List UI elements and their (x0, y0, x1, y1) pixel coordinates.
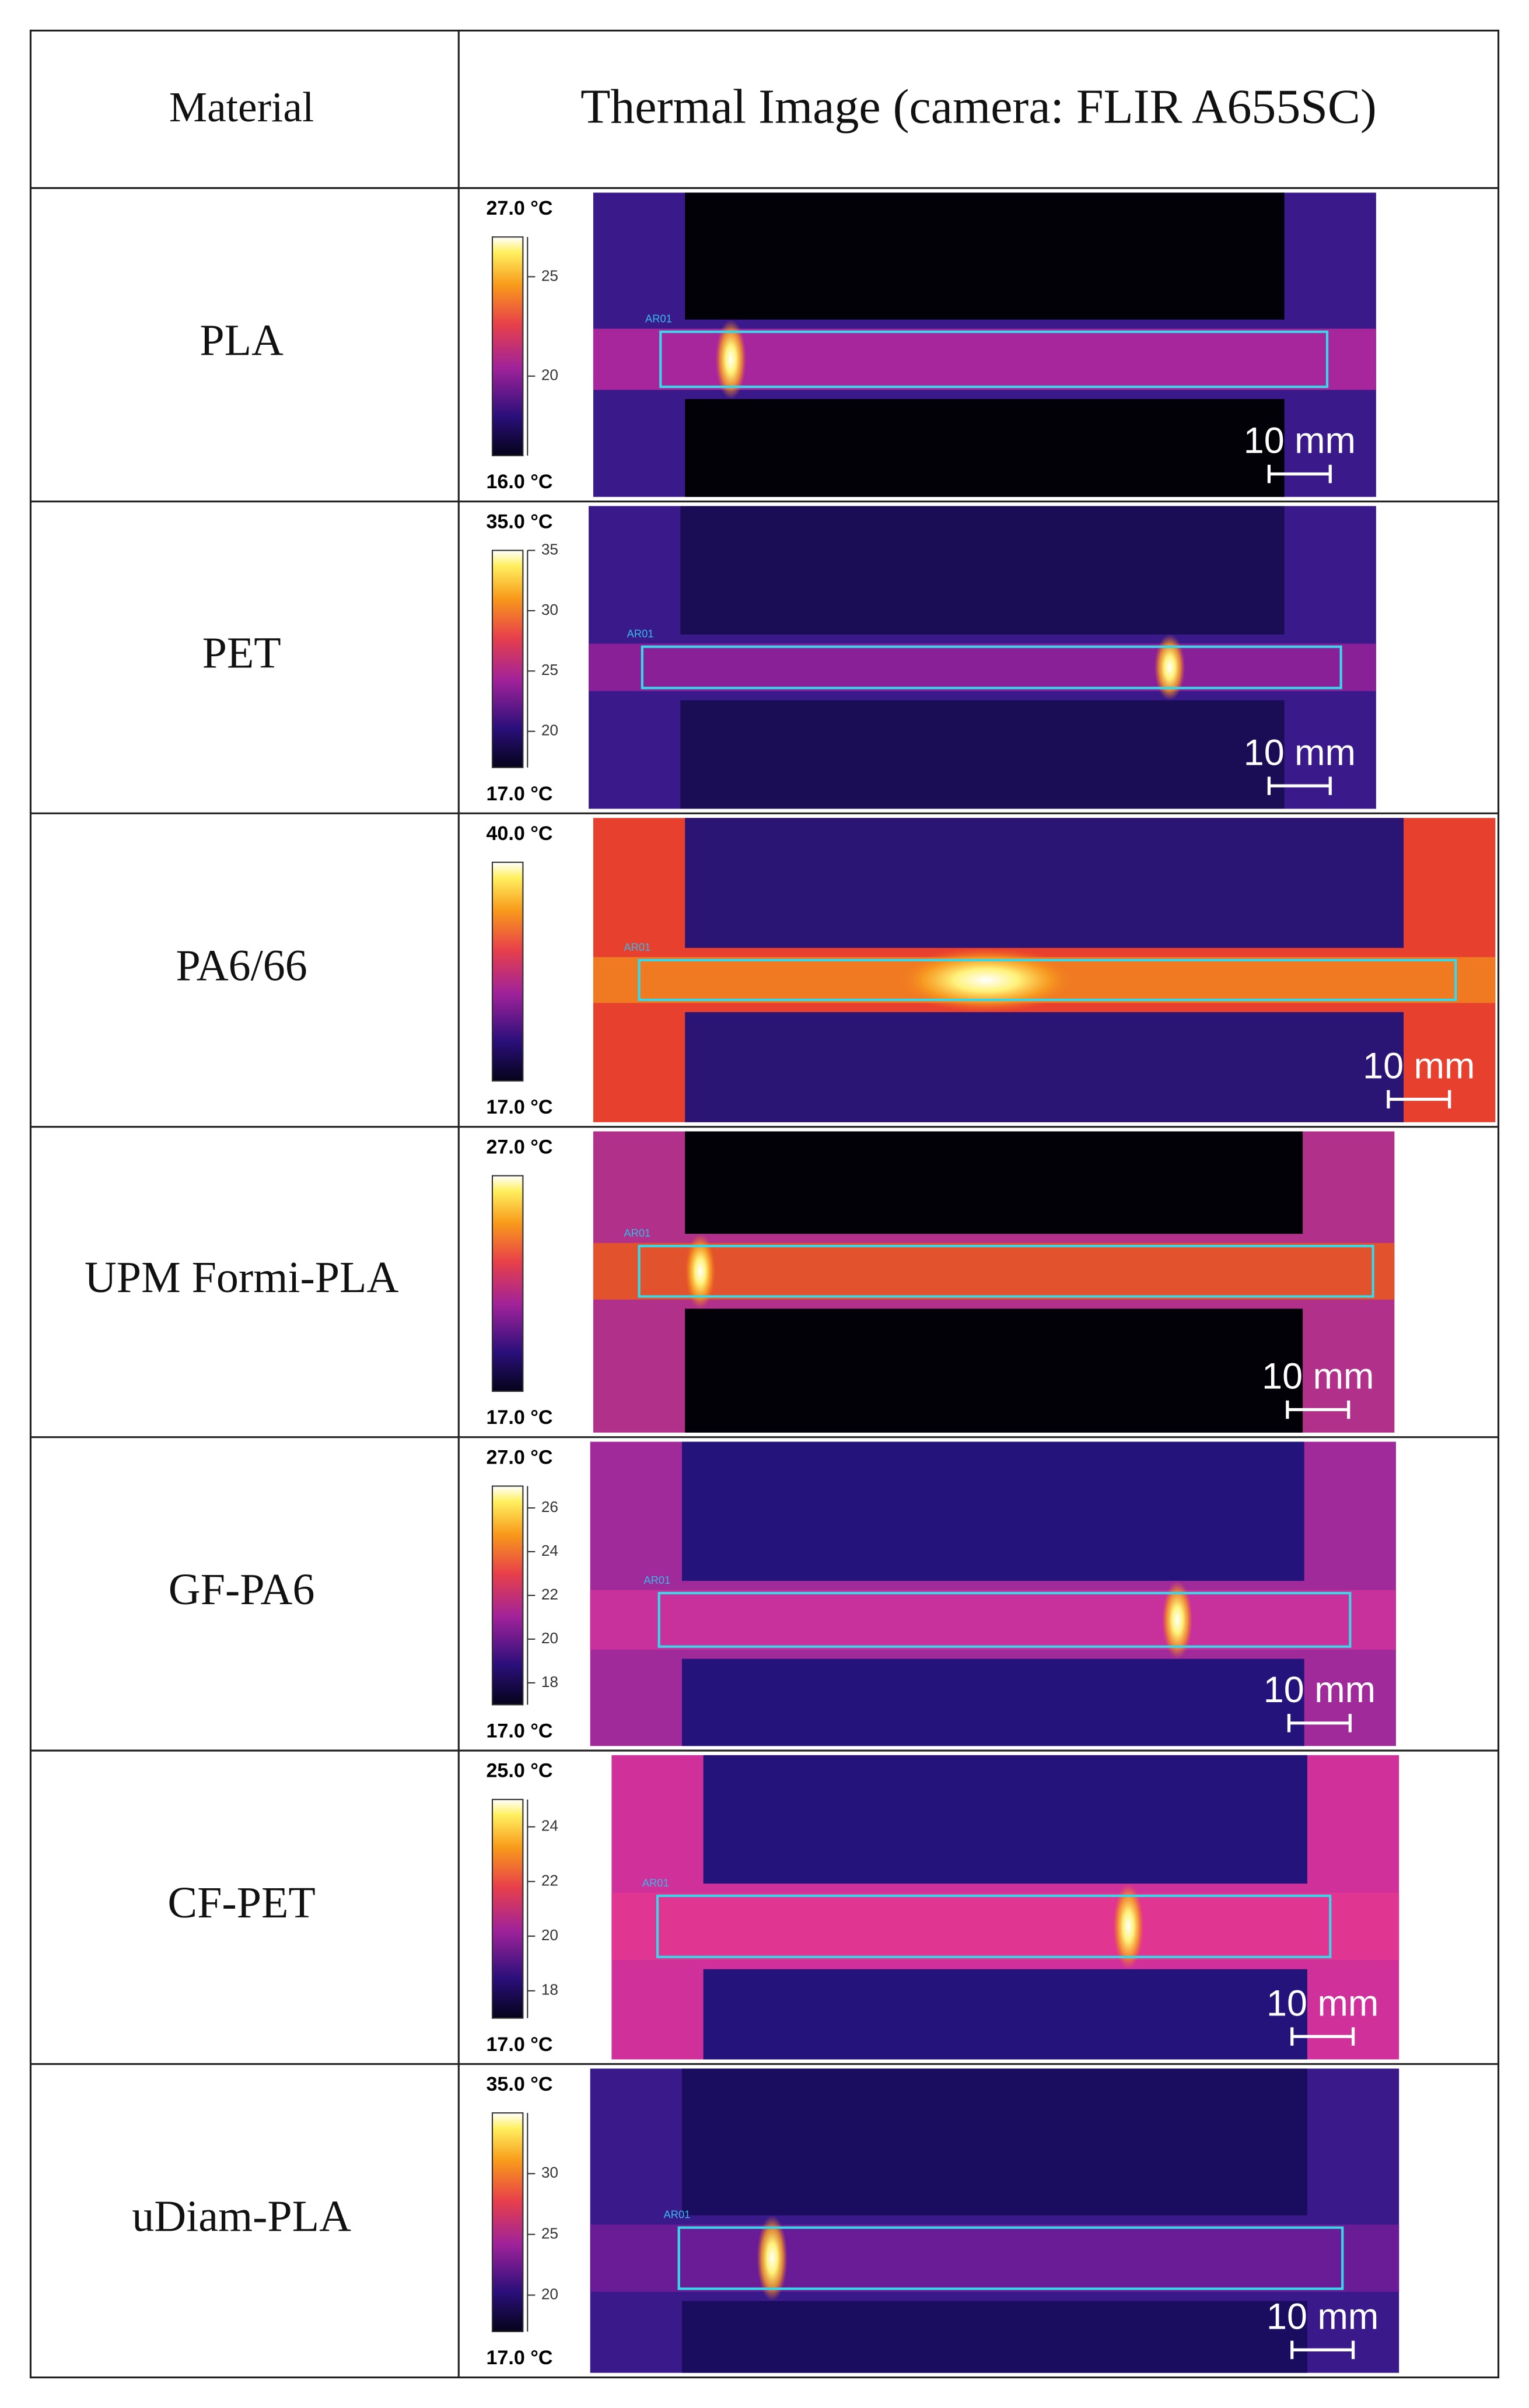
specimen (590, 2224, 1399, 2292)
max-temp-label: 35.0 °C (486, 2073, 552, 2095)
material-cell: PA6/66 (176, 941, 307, 990)
material-cell: PET (202, 628, 281, 677)
specimen (593, 328, 1376, 390)
min-temp-label: 17.0 °C (486, 2347, 552, 2369)
header-cell: Thermal Image (camera: FLIR A655SC) (580, 80, 1377, 134)
material-cell: uDiam-PLA (132, 2192, 351, 2241)
colorbar (491, 1798, 524, 2019)
scale-label: 10 mm (1266, 2297, 1378, 2337)
roi-box (638, 958, 1457, 1002)
colorbar-tick-label: 18 (541, 1981, 558, 1999)
min-temp-label: 17.0 °C (486, 1406, 552, 1429)
colorbar (491, 1175, 524, 1392)
header-cell: Material (169, 83, 314, 131)
roi-label: AR01 (645, 313, 672, 325)
grip-upper (685, 192, 1285, 320)
roi-box (657, 1591, 1352, 1648)
grip-lower (681, 1658, 1304, 1746)
colorbar-tick-label: 22 (541, 1871, 558, 1889)
grip-upper (685, 818, 1404, 948)
material-cell: UPM Formi-PLA (85, 1253, 399, 1302)
hot-spot (1154, 634, 1185, 701)
scale-label: 10 mm (1244, 421, 1356, 461)
colorbar-tick-label: 20 (541, 366, 558, 384)
hot-spot (685, 1234, 716, 1309)
colorbar-tick-label: 25 (541, 267, 558, 284)
colorbar-tick-label: 30 (541, 601, 558, 618)
hot-spot (757, 2215, 788, 2301)
roi-box (677, 2226, 1344, 2290)
grip-lower (681, 2301, 1307, 2373)
grip-lower (703, 1969, 1307, 2060)
colorbar (491, 2112, 524, 2333)
grip-upper (681, 2068, 1307, 2216)
material-cell: CF-PET (167, 1878, 315, 1927)
roi-label: AR01 (624, 941, 650, 953)
grip-lower (685, 1308, 1303, 1433)
max-temp-label: 35.0 °C (486, 510, 552, 533)
colorbar (491, 862, 524, 1082)
grip-lower (685, 1012, 1404, 1122)
grip-lower (680, 700, 1285, 809)
colorbar-tick-label: 25 (541, 661, 558, 678)
roi-label: AR01 (627, 628, 654, 640)
max-temp-label: 40.0 °C (486, 822, 552, 845)
roi-box (638, 1244, 1374, 1298)
max-temp-label: 27.0 °C (486, 1446, 552, 1468)
specimen (589, 643, 1376, 691)
roi-label: AR01 (643, 1574, 670, 1586)
colorbar-tick-label: 24 (541, 1542, 558, 1559)
colorbar-tick-label: 20 (541, 1629, 558, 1647)
hot-spot (715, 319, 747, 400)
grip-upper (681, 1441, 1304, 1581)
material-cell: GF-PA6 (169, 1565, 315, 1614)
min-temp-label: 17.0 °C (486, 1096, 552, 1118)
scale-label: 10 mm (1264, 1670, 1376, 1710)
hot-spot (1113, 1884, 1144, 1969)
max-temp-label: 25.0 °C (486, 1760, 552, 1782)
roi-box (656, 1894, 1332, 1958)
colorbar-tick-label: 20 (541, 2285, 558, 2302)
scale-label: 10 mm (1363, 1046, 1475, 1087)
colorbar-tick-label: 30 (541, 2164, 558, 2181)
min-temp-label: 16.0 °C (486, 471, 552, 493)
max-temp-label: 27.0 °C (486, 197, 552, 219)
colorbar-tick-label: 25 (541, 2224, 558, 2242)
min-temp-label: 17.0 °C (486, 1720, 552, 1742)
table-border (29, 29, 1500, 2379)
colorbar-tick-label: 22 (541, 1586, 558, 1603)
grip-upper (680, 506, 1285, 635)
material-cell: PLA (200, 316, 284, 365)
specimen (593, 1242, 1395, 1300)
min-temp-label: 17.0 °C (486, 783, 552, 805)
colorbar-tick-label: 26 (541, 1498, 558, 1516)
roi-box (641, 645, 1342, 690)
scale-label: 10 mm (1262, 1356, 1374, 1397)
specimen (590, 1590, 1396, 1650)
specimen (611, 1892, 1399, 1961)
roi-box (659, 330, 1329, 388)
colorbar (491, 1485, 524, 1706)
colorbar-tick-label: 20 (541, 722, 558, 739)
colorbar (491, 236, 524, 457)
roi-label: AR01 (664, 2208, 691, 2221)
hot-spot (894, 947, 1078, 1013)
colorbar-tick-label: 35 (541, 540, 558, 558)
scale-label: 10 mm (1244, 732, 1356, 773)
grip-lower (685, 399, 1285, 497)
grip-upper (703, 1755, 1307, 1884)
min-temp-label: 17.0 °C (486, 2034, 552, 2056)
roi-label: AR01 (624, 1227, 650, 1239)
colorbar (491, 550, 524, 768)
colorbar-tick-label: 20 (541, 1926, 558, 1944)
hot-spot (1161, 1581, 1193, 1659)
grip-upper (685, 1131, 1303, 1234)
max-temp-label: 27.0 °C (486, 1136, 552, 1158)
colorbar-tick-label: 18 (541, 1673, 558, 1690)
scale-label: 10 mm (1266, 1983, 1378, 2024)
colorbar-tick-label: 24 (541, 1817, 558, 1835)
roi-label: AR01 (642, 1877, 669, 1889)
